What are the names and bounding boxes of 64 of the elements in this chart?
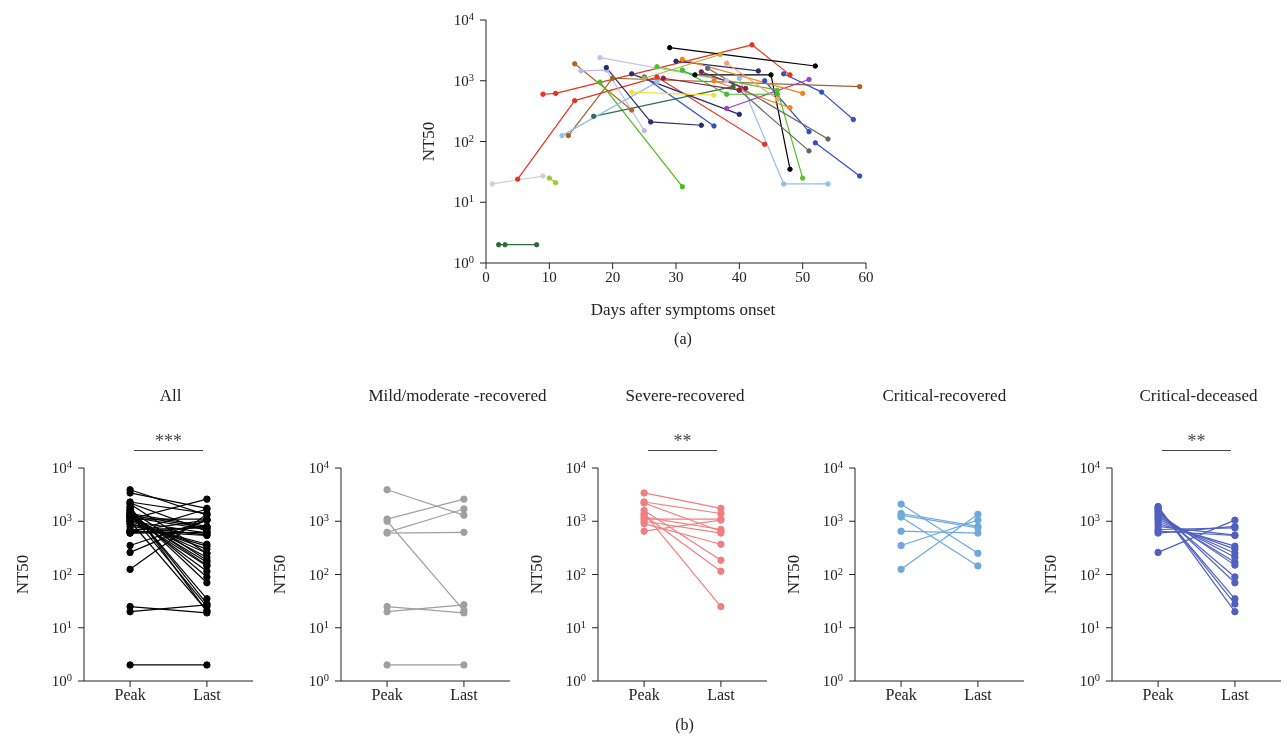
y-tick-label: 10$^{1}$ xyxy=(51,618,72,636)
chart-title: Mild/moderate -recovered xyxy=(368,386,547,406)
x-tick-label: 30 xyxy=(668,268,684,285)
y-tick-label: 10$^{4}$ xyxy=(51,458,73,476)
x-tick-label: 60 xyxy=(858,268,874,285)
y-tick-label: 10$^{4}$ xyxy=(822,458,844,476)
y-tick-label: 10$^{0}$ xyxy=(308,671,329,689)
x-tick-label: Peak xyxy=(628,686,660,704)
y-tick-label: 10$^{1}$ xyxy=(1079,618,1100,636)
y-tick-label: 10$^{0}$ xyxy=(51,671,72,689)
y-tick-label: 10$^{3}$ xyxy=(1079,511,1100,530)
y-axis-title: NT50 xyxy=(527,554,547,595)
x-tick-label: 20 xyxy=(605,268,621,285)
y-tick-label: 10$^{0}$ xyxy=(565,671,586,689)
significance-bracket: *** xyxy=(134,430,203,451)
x-tick-label: Peak xyxy=(371,686,403,704)
y-tick-label: 10$^{4}$ xyxy=(453,10,475,28)
x-tick-label: Last xyxy=(964,686,993,704)
chart-title: Critical-deceased xyxy=(1139,386,1258,406)
y-axis-title: NT50 xyxy=(270,554,290,595)
y-tick-label: 10$^{3}$ xyxy=(308,511,329,530)
chart-title: Severe-recovered xyxy=(625,386,745,406)
y-tick-label: 10$^{4}$ xyxy=(1079,458,1101,476)
y-tick-label: 10$^{4}$ xyxy=(565,458,587,476)
y-tick-label: 10$^{3}$ xyxy=(565,511,586,530)
x-tick-label: 40 xyxy=(731,268,747,285)
x-tick-label: Peak xyxy=(885,686,917,704)
y-tick-label: 10$^{3}$ xyxy=(453,71,474,89)
x-tick-label: Peak xyxy=(114,686,146,704)
y-tick-label: 10$^{1}$ xyxy=(565,618,586,636)
y-tick-label: 10$^{2}$ xyxy=(822,565,843,583)
y-tick-label: 10$^{2}$ xyxy=(51,565,72,583)
y-tick-label: 10$^{0}$ xyxy=(822,671,843,689)
x-tick-label: Peak xyxy=(1142,686,1174,704)
y-tick-label: 10$^{0}$ xyxy=(1079,671,1100,689)
y-tick-label: 10$^{2}$ xyxy=(1079,565,1100,583)
x-tick-label: Last xyxy=(707,686,736,704)
y-axis-title: NT50 xyxy=(784,554,804,595)
text: (b) xyxy=(674,716,695,734)
x-tick-label: Last xyxy=(193,686,222,704)
y-axis-title: NT50 xyxy=(419,121,439,162)
y-tick-label: 10$^{0}$ xyxy=(453,253,474,271)
x-axis-title: Days after symptoms onset xyxy=(589,300,777,320)
y-axis-title: NT50 xyxy=(13,554,33,595)
x-tick-label: Last xyxy=(1221,686,1250,704)
significance-bracket: ** xyxy=(1162,430,1231,451)
chart-title: All xyxy=(159,386,182,406)
significance-bracket: ** xyxy=(648,430,717,451)
x-tick-label: Last xyxy=(450,686,479,704)
y-axis-title: NT50 xyxy=(1041,554,1061,595)
y-tick-label: 10$^{3}$ xyxy=(51,511,72,530)
chart-title: Critical-recovered xyxy=(882,386,1007,406)
y-tick-label: 10$^{2}$ xyxy=(565,565,586,583)
y-tick-label: 10$^{4}$ xyxy=(308,458,330,476)
y-tick-label: 10$^{2}$ xyxy=(308,565,329,583)
y-tick-label: 10$^{3}$ xyxy=(822,511,843,530)
x-tick-label: 50 xyxy=(795,268,811,285)
x-tick-label: 10 xyxy=(541,268,557,285)
y-tick-label: 10$^{1}$ xyxy=(822,618,843,636)
y-tick-label: 10$^{1}$ xyxy=(453,192,474,211)
y-tick-label: 10$^{1}$ xyxy=(308,618,329,636)
text: (a) xyxy=(673,330,693,348)
y-tick-label: 10$^{2}$ xyxy=(453,132,474,150)
x-tick-label: 0 xyxy=(482,268,490,285)
